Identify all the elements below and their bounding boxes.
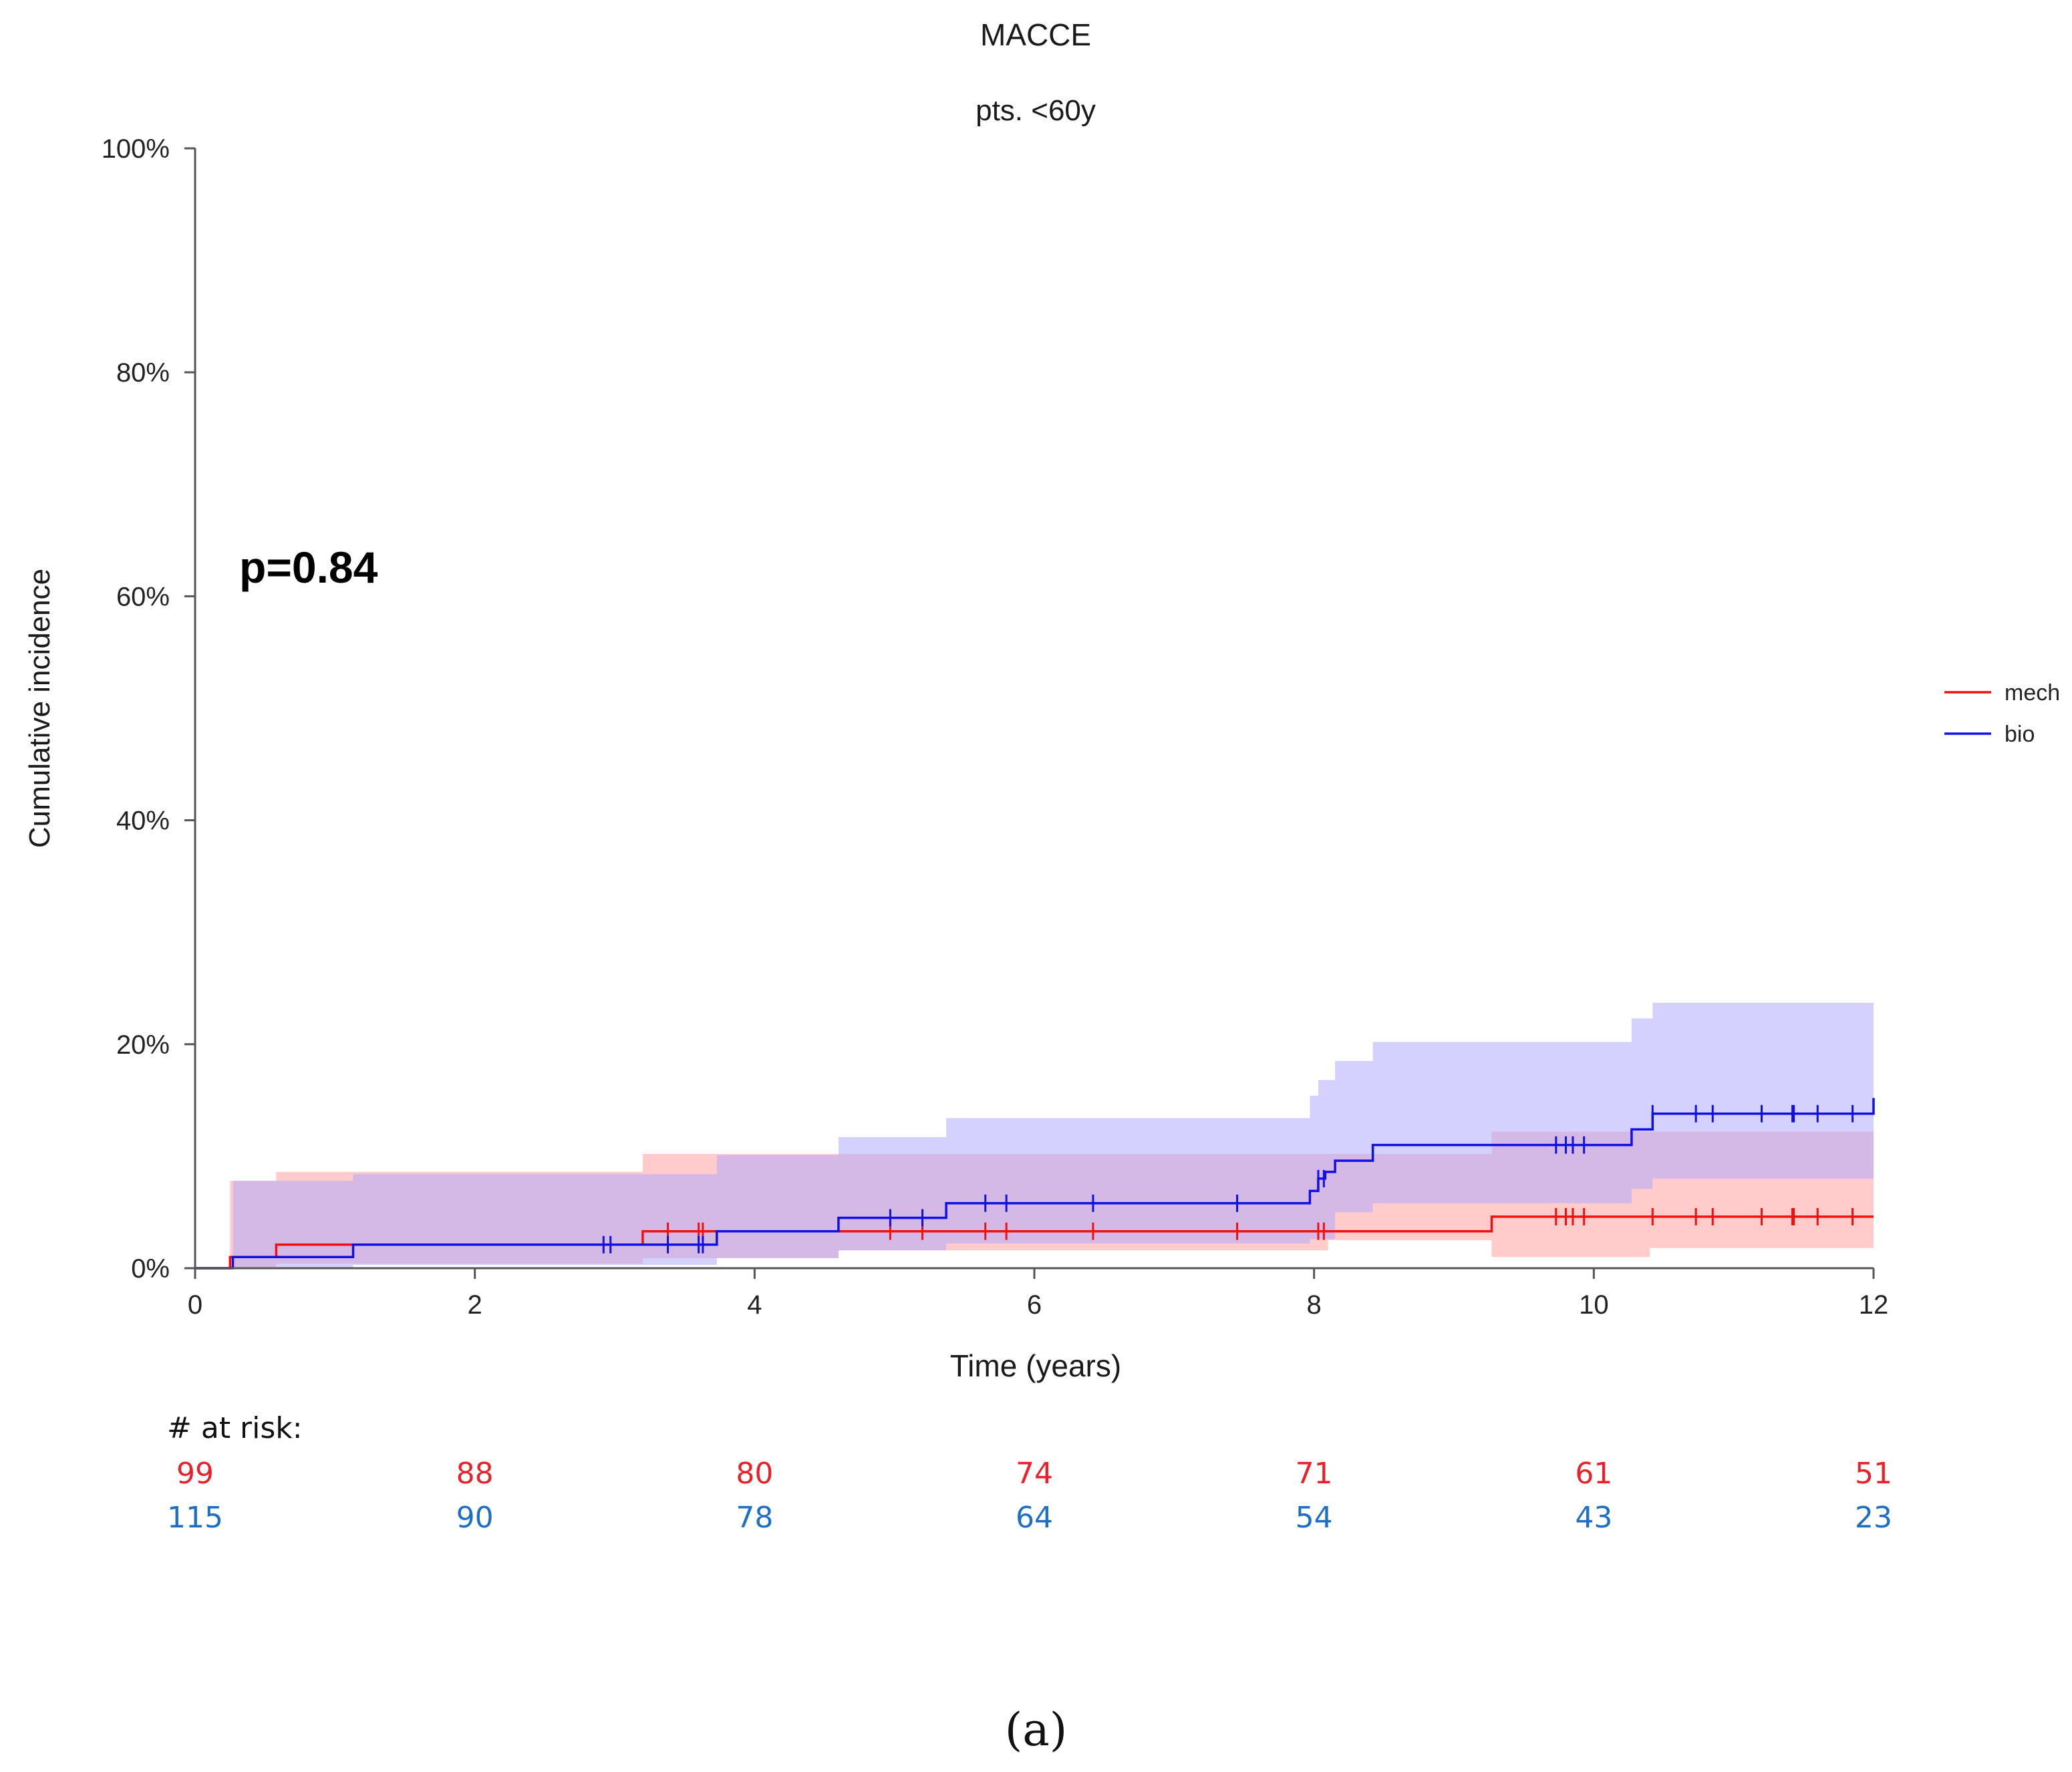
confidence-bands <box>195 1002 1874 1268</box>
y-tick-label: 0% <box>131 1254 170 1284</box>
axes: 0% 20% 40% 60% 80% 100% 0 2 4 6 8 10 12 <box>102 134 1889 1320</box>
at-risk-mech-value: 51 <box>1855 1457 1892 1491</box>
x-tick-label: 8 <box>1307 1290 1322 1320</box>
x-tick-label: 12 <box>1859 1290 1889 1320</box>
y-tick-label: 20% <box>116 1030 170 1060</box>
at-risk-mech-value: 88 <box>456 1457 494 1491</box>
x-tick-label: 4 <box>747 1290 762 1320</box>
legend-label-bio: bio <box>2005 722 2035 747</box>
series-line-bio <box>195 1098 1875 1270</box>
y-axis-label: Cumulative incidence <box>23 569 56 848</box>
legend: mech bio <box>1944 680 2060 747</box>
x-tick-label: 0 <box>188 1290 202 1320</box>
x-tick-label: 10 <box>1579 1290 1609 1320</box>
y-tick-label: 80% <box>116 358 170 388</box>
at-risk-bio-value: 90 <box>456 1501 494 1535</box>
y-tick-label: 100% <box>102 134 170 164</box>
at-risk-title: # at risk: <box>167 1411 303 1445</box>
series-lines <box>195 1098 1875 1270</box>
at-risk-mech-value: 74 <box>1016 1457 1053 1491</box>
at-risk-bio-value: 64 <box>1016 1501 1053 1535</box>
at-risk-bio-value: 23 <box>1855 1501 1892 1535</box>
at-risk-mech-value: 71 <box>1295 1457 1333 1491</box>
panel-label: (a) <box>1004 1704 1068 1757</box>
at-risk-mech-value: 80 <box>736 1457 774 1491</box>
x-axis-label: Time (years) <box>950 1348 1121 1383</box>
chart-title: MACCE <box>980 17 1091 52</box>
censor-marks <box>602 1104 1854 1253</box>
p-value-annotation: p=0.84 <box>239 543 378 592</box>
chart-subtitle: pts. <60y <box>976 94 1096 127</box>
at-risk-bio-value: 54 <box>1295 1501 1333 1535</box>
at-risk-bio-value: 115 <box>167 1501 223 1535</box>
at-risk-mech-value: 99 <box>176 1457 214 1491</box>
at-risk-bio-value: 43 <box>1575 1501 1613 1535</box>
ci-band-bio <box>195 1002 1874 1268</box>
at-risk-mech-value: 61 <box>1575 1457 1613 1491</box>
y-tick-label: 40% <box>116 806 170 836</box>
y-tick-label: 60% <box>116 582 170 611</box>
x-tick-label: 6 <box>1027 1290 1042 1320</box>
x-tick-label: 2 <box>468 1290 482 1320</box>
at-risk-bio-value: 78 <box>736 1501 774 1535</box>
legend-label-mech: mech <box>2005 680 2060 706</box>
